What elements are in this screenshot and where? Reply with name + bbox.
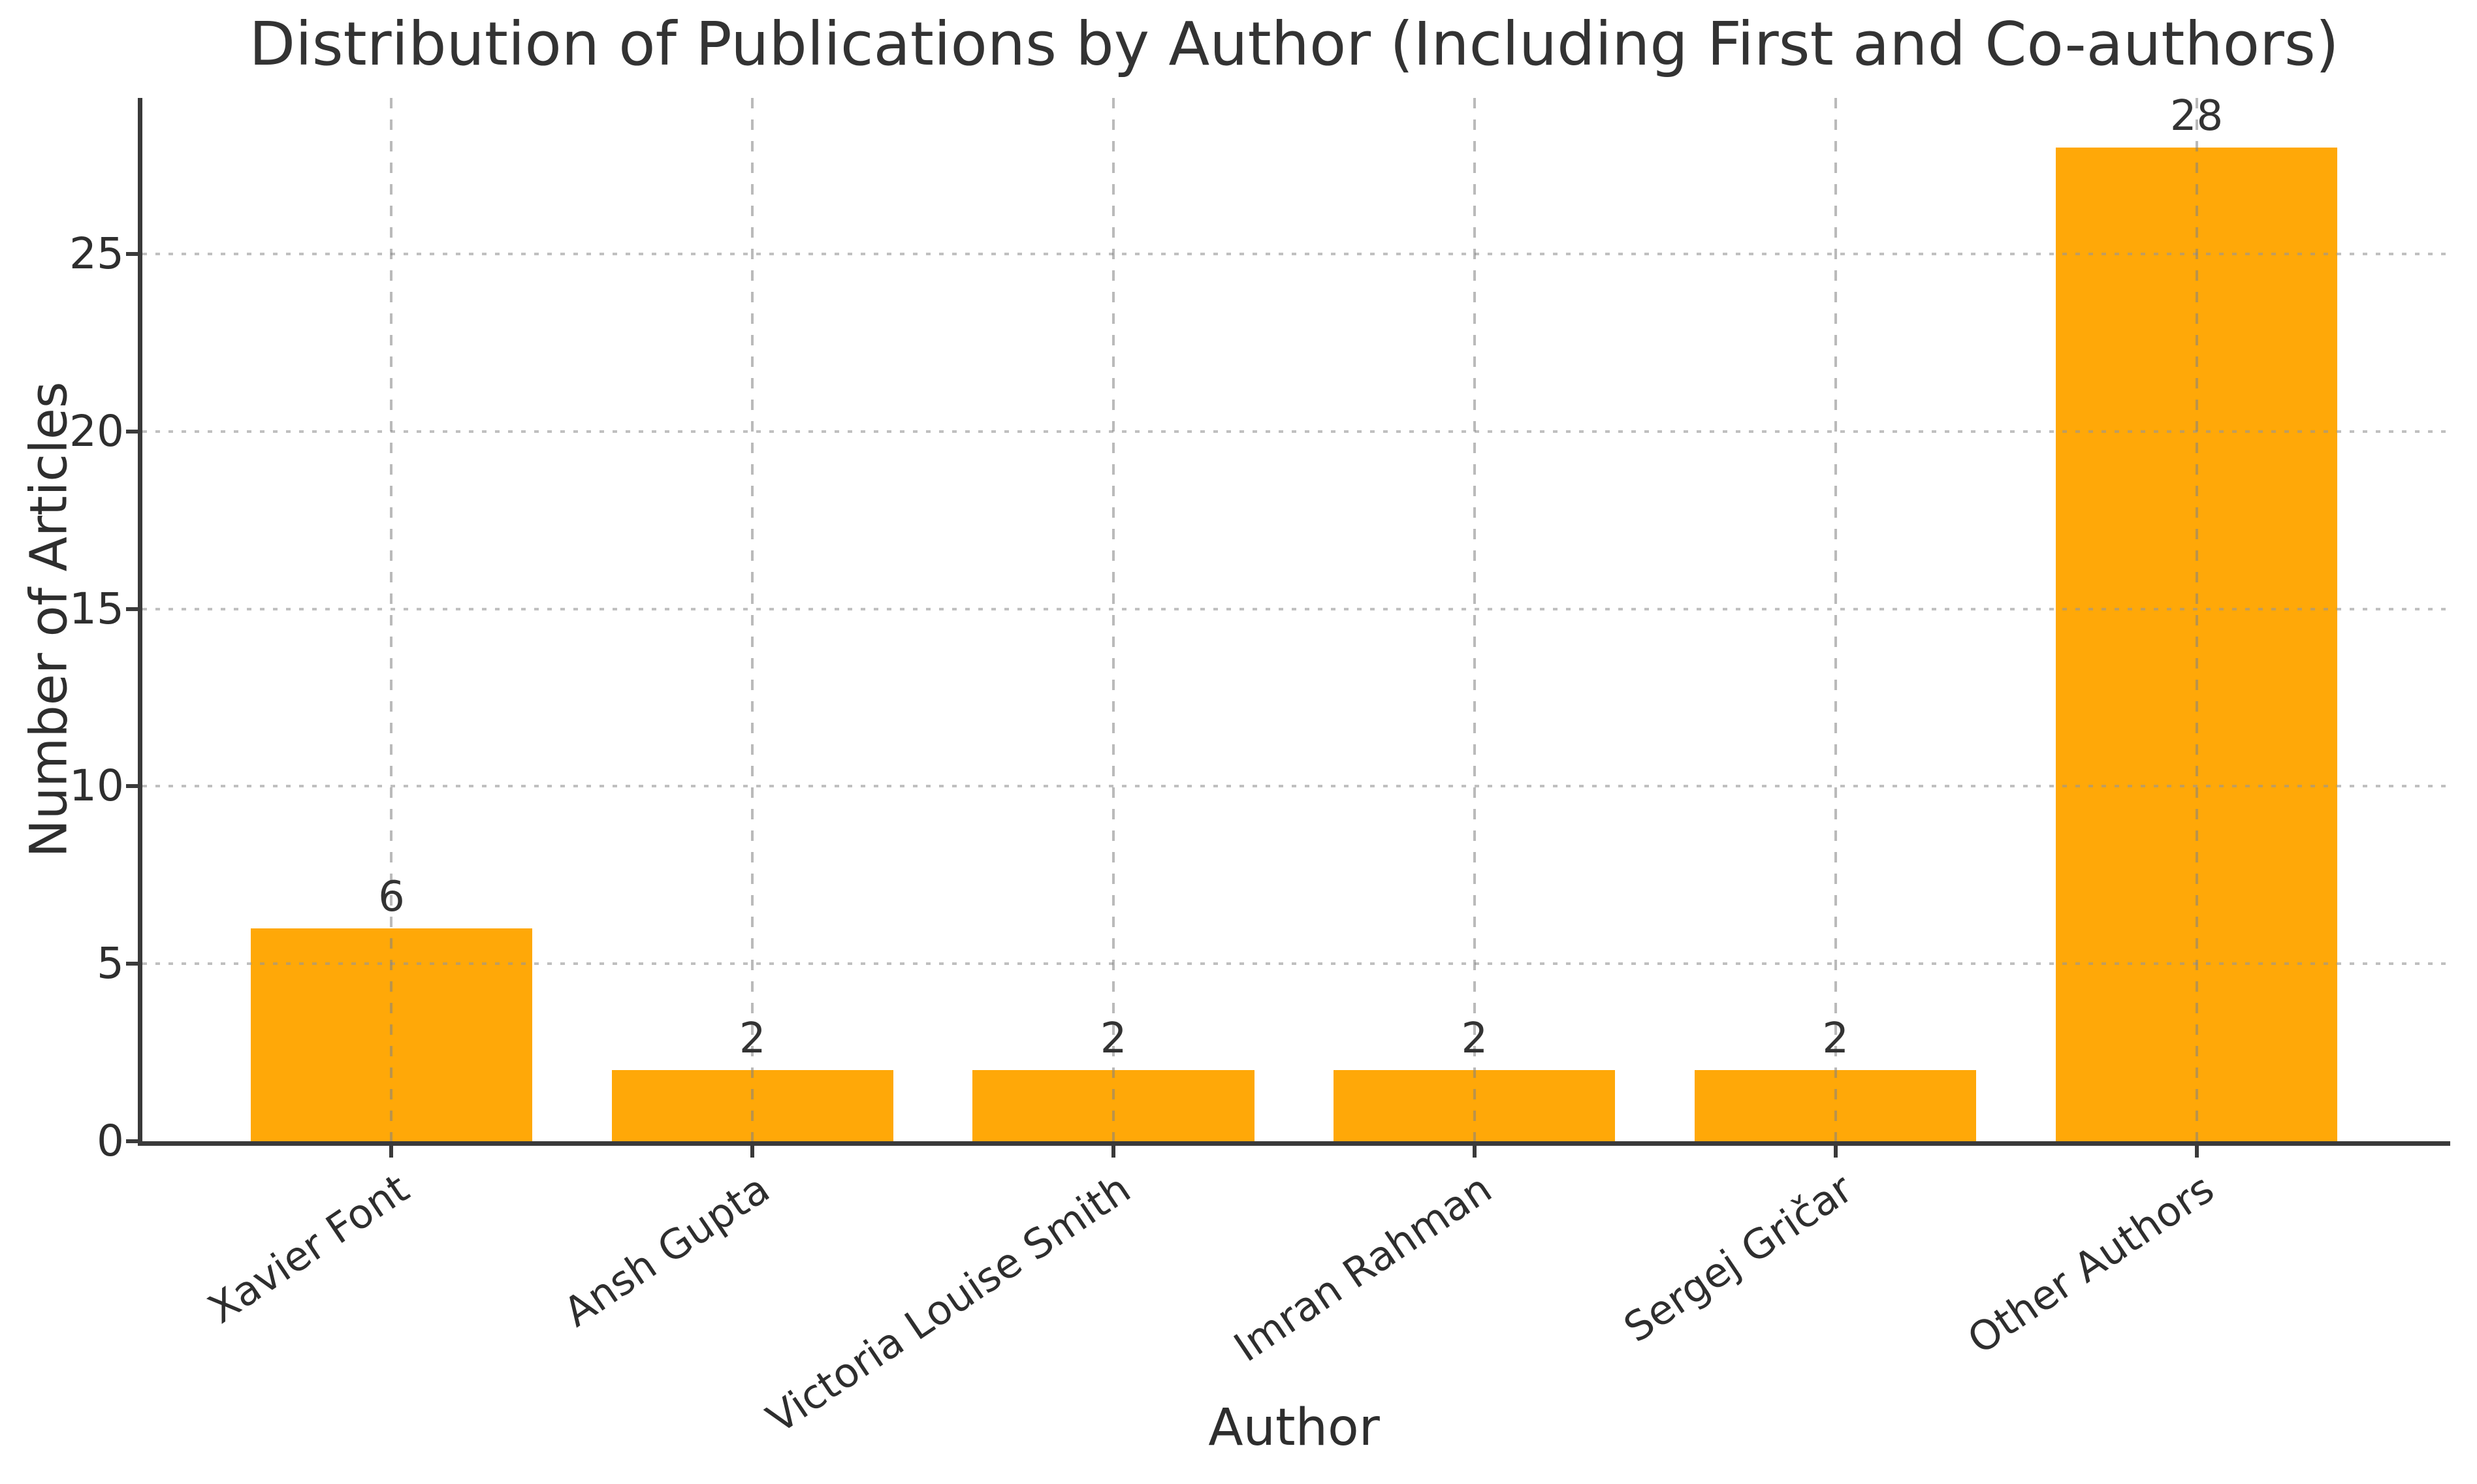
y-tick-mark [126, 607, 138, 611]
y-tick-mark [126, 1139, 138, 1143]
plot-area: 6 2 2 2 2 28 0 5 10 15 20 25 Xavier Font Ansh Gupta… [20, 92, 2450, 1453]
horizontal-gridline [142, 607, 2446, 610]
bar-value-label: 2 [1822, 1015, 1849, 1064]
x-tick-label: Imran Rahman [1225, 1164, 1501, 1372]
bar-value-label: 6 [378, 872, 405, 921]
y-tick-label: 5 [97, 938, 124, 989]
horizontal-gridline [142, 962, 2446, 966]
y-tick-mark [126, 429, 138, 434]
y-tick-label: 20 [69, 405, 124, 456]
vertical-gridline [1112, 98, 1115, 1141]
x-axis-label: Author [1208, 1398, 1380, 1457]
vertical-gridline [390, 98, 393, 1141]
x-tick-label: Victoria Louise Smith [758, 1164, 1140, 1443]
x-tick-mark [750, 1146, 755, 1158]
bar-value-label: 2 [1100, 1015, 1127, 1064]
horizontal-gridline [142, 785, 2446, 788]
vertical-gridline [1473, 98, 1476, 1141]
horizontal-gridline [142, 430, 2446, 433]
y-tick-label: 25 [69, 229, 124, 279]
bar-value-label: 28 [2169, 92, 2224, 141]
y-axis-spine [138, 98, 142, 1146]
bar-value-label: 2 [1461, 1015, 1488, 1064]
chart-title: Distribution of Publications by Author (… [249, 9, 2339, 79]
x-tick-label: Sergej Gričar [1615, 1164, 1861, 1352]
x-tick-mark [2194, 1146, 2199, 1158]
horizontal-gridline [142, 253, 2446, 256]
x-tick-label: Ansh Gupta [555, 1164, 778, 1336]
vertical-gridline [1834, 98, 1837, 1141]
y-tick-mark [126, 252, 138, 257]
x-tick-label: Other Authors [1958, 1164, 2222, 1364]
y-tick-label: 0 [97, 1116, 124, 1166]
vertical-gridline [751, 98, 754, 1141]
y-tick-label: 15 [69, 583, 124, 634]
vertical-gridline [2195, 98, 2198, 1141]
x-tick-mark [1111, 1146, 1116, 1158]
y-tick-mark [126, 962, 138, 966]
x-tick-mark [389, 1146, 394, 1158]
bar-value-label: 2 [739, 1015, 766, 1064]
x-axis-spine [138, 1141, 2450, 1146]
x-tick-mark [1472, 1146, 1477, 1158]
y-tick-label: 10 [69, 761, 124, 812]
x-tick-mark [1833, 1146, 1838, 1158]
x-tick-label: Xavier Font [199, 1164, 417, 1333]
y-tick-mark [126, 784, 138, 789]
